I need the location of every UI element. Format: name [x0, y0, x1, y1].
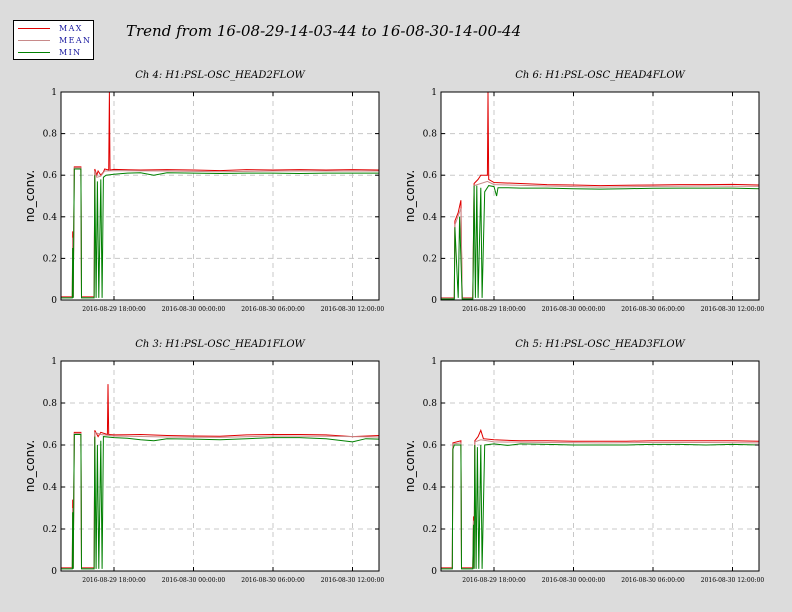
chart-panel-2: 0 0.2 0.4 0.6 0.8 1 2016-08-29 18:00:00 2016-08…	[23, 339, 384, 584]
chart-title: Ch 4: H1:PSL-OSC_HEAD2FLOW	[135, 70, 305, 81]
y-tick-label: 1	[51, 88, 57, 98]
plot-frame	[440, 360, 760, 572]
x-tick-label: 2016-08-30 12:00:00	[321, 306, 385, 313]
y-tick-label: 0	[51, 567, 57, 577]
y-axis-label: no_conv.	[403, 170, 417, 222]
plot-area	[61, 361, 379, 571]
x-tick-label: 2016-08-30 00:00:00	[162, 577, 226, 584]
y-tick-label: 1	[431, 88, 437, 98]
y-tick-label: 0.4	[423, 213, 438, 223]
series-line-mean	[441, 180, 760, 299]
y-tick-label: 0.8	[423, 130, 438, 140]
legend-entry-mean: MEAN	[18, 35, 94, 47]
y-tick-label: 0.6	[43, 171, 58, 181]
plot-frame	[60, 360, 380, 572]
legend-label-min: MIN	[59, 48, 82, 57]
y-tick-label: 0.4	[423, 483, 438, 493]
legend-swatch-min	[18, 52, 50, 53]
legend-label-mean: MEAN	[59, 36, 92, 45]
y-tick-label: 0.8	[43, 130, 58, 140]
legend-swatch-mean	[18, 40, 50, 41]
x-tick-label: 2016-08-30 12:00:00	[701, 306, 765, 313]
legend-entry-min: MIN	[18, 47, 94, 59]
y-axis-label: no_conv.	[403, 440, 417, 492]
series-line-min	[61, 168, 379, 299]
x-tick-label: 2016-08-30 06:00:00	[621, 577, 685, 584]
x-tick-label: 2016-08-29 18:00:00	[82, 306, 146, 313]
chart-panel-3: 0 0.2 0.4 0.6 0.8 1 2016-08-29 18:00:00 2016-08…	[403, 339, 764, 584]
x-tick-label: 2016-08-30 00:00:00	[542, 306, 606, 313]
series-line-min	[61, 434, 380, 570]
legend-label-max: MAX	[59, 24, 83, 33]
plot-frame	[440, 91, 760, 301]
legend-swatch-max	[18, 28, 50, 29]
y-tick-label: 0.2	[43, 254, 57, 264]
x-tick-label: 2016-08-29 18:00:00	[462, 306, 526, 313]
x-tick-label: 2016-08-30 00:00:00	[542, 577, 606, 584]
chart-title: Ch 5: H1:PSL-OSC_HEAD3FLOW	[515, 339, 685, 350]
y-tick-label: 1	[51, 357, 57, 367]
series-line-max	[61, 91, 380, 298]
y-tick-label: 0.4	[43, 213, 58, 223]
y-tick-label: 0	[51, 296, 57, 306]
series-line-max	[61, 384, 380, 569]
y-tick-label: 0.2	[43, 525, 57, 535]
x-tick-label: 2016-08-29 18:00:00	[462, 577, 526, 584]
series-line-min	[441, 443, 760, 570]
x-tick-label: 2016-08-30 06:00:00	[241, 306, 305, 313]
y-tick-label: 0	[431, 296, 437, 306]
x-tick-label: 2016-08-30 00:00:00	[162, 306, 226, 313]
y-tick-label: 0.4	[43, 483, 58, 493]
x-tick-label: 2016-08-30 12:00:00	[701, 577, 765, 584]
chart-title: Ch 6: H1:PSL-OSC_HEAD4FLOW	[515, 70, 685, 81]
y-tick-label: 0	[431, 567, 437, 577]
chart-title: Ch 3: H1:PSL-OSC_HEAD1FLOW	[135, 339, 305, 350]
y-axis-label: no_conv.	[23, 440, 37, 492]
y-tick-label: 0.2	[423, 254, 437, 264]
page-title: Trend from 16-08-29-14-03-44 to 16-08-30…	[126, 22, 522, 40]
x-tick-label: 2016-08-30 12:00:00	[321, 577, 385, 584]
legend-entry-max: MAX	[18, 23, 94, 35]
series-line-max	[441, 91, 760, 299]
y-tick-label: 0.2	[423, 525, 437, 535]
series-line-min	[441, 185, 760, 300]
y-tick-label: 0.6	[423, 171, 438, 181]
chart-panel-0: 0 0.2 0.4 0.6 0.8 1 2016-08-29 18:00:00 2016-08…	[23, 70, 384, 313]
y-tick-label: 0.8	[43, 399, 58, 409]
legend: MAX MEAN MIN	[13, 20, 94, 60]
y-tick-label: 0.8	[423, 399, 438, 409]
y-tick-label: 1	[431, 357, 437, 367]
y-tick-label: 0.6	[423, 441, 438, 451]
plot-frame	[60, 91, 380, 301]
chart-panel-1: 0 0.2 0.4 0.6 0.8 1 2016-08-29 18:00:00 2016-08…	[403, 70, 764, 313]
x-tick-label: 2016-08-30 06:00:00	[241, 577, 305, 584]
x-tick-label: 2016-08-29 18:00:00	[82, 577, 146, 584]
y-axis-label: no_conv.	[23, 170, 37, 222]
plot-area	[441, 361, 759, 571]
y-tick-label: 0.6	[43, 441, 58, 451]
x-tick-label: 2016-08-30 06:00:00	[621, 306, 685, 313]
